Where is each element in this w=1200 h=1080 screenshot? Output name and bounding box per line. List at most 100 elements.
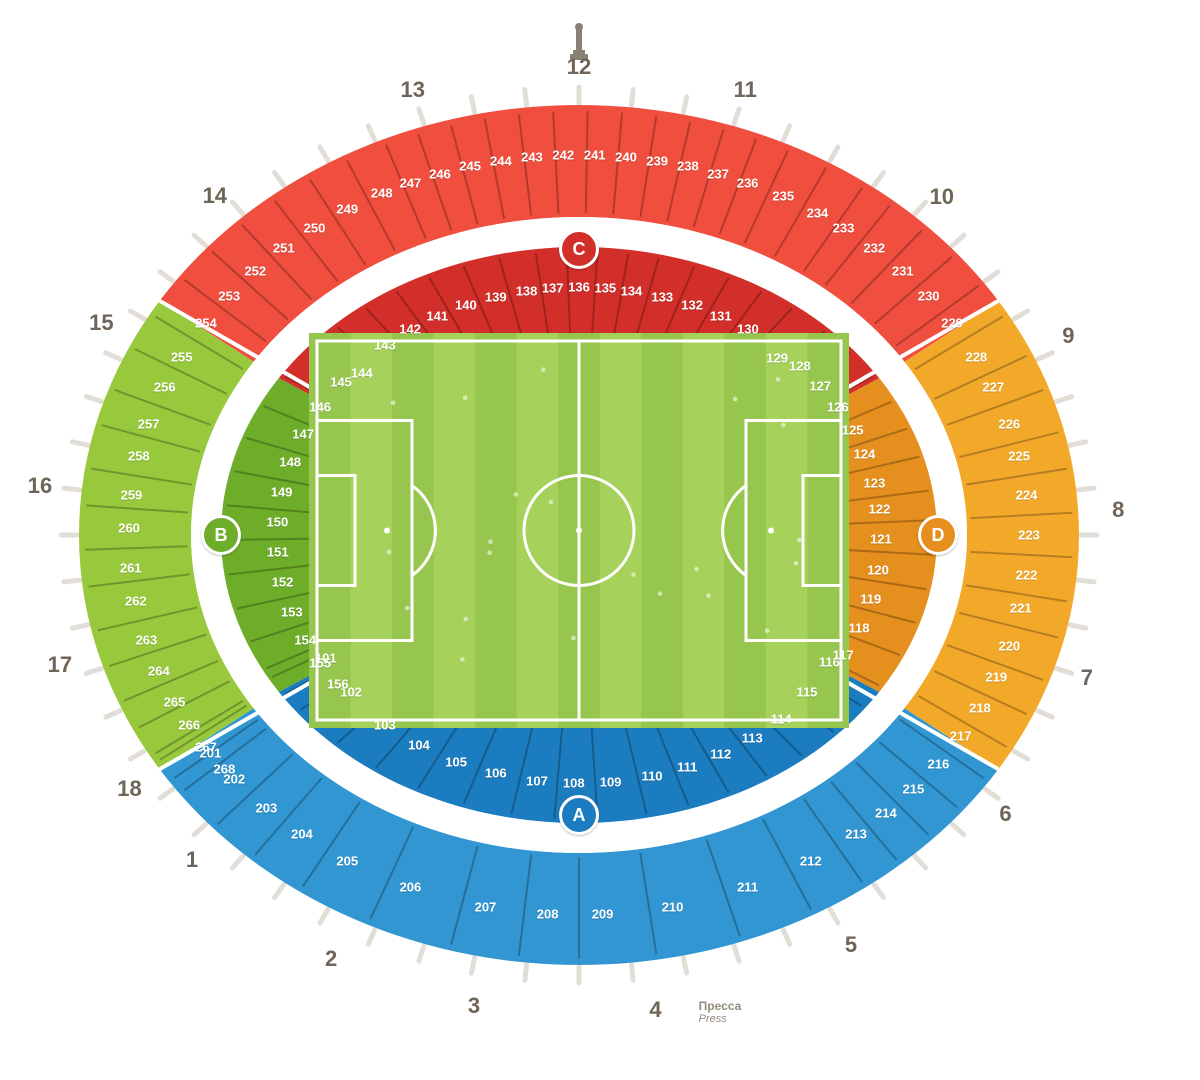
sector-115[interactable]: 115: [796, 684, 817, 699]
sector-122[interactable]: 122: [868, 502, 890, 517]
sector-133[interactable]: 133: [651, 289, 673, 304]
sector-262[interactable]: 262: [125, 593, 147, 608]
sector-103[interactable]: 103: [374, 717, 396, 732]
sector-130[interactable]: 130: [737, 322, 759, 337]
sector-105[interactable]: 105: [445, 754, 467, 769]
sector-254[interactable]: 254: [195, 315, 217, 330]
sector-224[interactable]: 224: [1016, 488, 1038, 503]
sector-136[interactable]: 136: [568, 280, 590, 295]
sector-267[interactable]: 267: [195, 740, 217, 755]
sector-212[interactable]: 212: [800, 853, 822, 868]
sector-259[interactable]: 259: [121, 488, 143, 503]
sector-148[interactable]: 148: [279, 455, 301, 470]
sector-150[interactable]: 150: [267, 515, 289, 530]
sector-261[interactable]: 261: [120, 561, 142, 576]
sector-111[interactable]: 111: [677, 759, 697, 774]
sector-221[interactable]: 221: [1010, 600, 1032, 615]
sector-225[interactable]: 225: [1008, 448, 1030, 463]
sector-220[interactable]: 220: [998, 639, 1020, 654]
sector-256[interactable]: 256: [154, 379, 176, 394]
sector-131[interactable]: 131: [710, 309, 732, 324]
sector-124[interactable]: 124: [854, 447, 876, 462]
sector-233[interactable]: 233: [833, 220, 855, 235]
sector-120[interactable]: 120: [867, 562, 889, 577]
sector-106[interactable]: 106: [485, 766, 507, 781]
sector-204[interactable]: 204: [291, 827, 313, 842]
stand-badge-b[interactable]: B: [201, 515, 241, 555]
sector-129[interactable]: 129: [766, 350, 788, 365]
sector-203[interactable]: 203: [256, 801, 278, 816]
sector-248[interactable]: 248: [371, 186, 393, 201]
sector-155[interactable]: 155: [309, 655, 331, 670]
sector-125[interactable]: 125: [842, 423, 864, 438]
sector-264[interactable]: 264: [148, 664, 170, 679]
sector-108[interactable]: 108: [563, 775, 585, 790]
stand-badge-c[interactable]: C: [559, 229, 599, 269]
sector-213[interactable]: 213: [845, 827, 867, 842]
sector-139[interactable]: 139: [485, 289, 507, 304]
stand-badge-d[interactable]: D: [918, 515, 958, 555]
sector-229[interactable]: 229: [941, 315, 963, 330]
sector-223[interactable]: 223: [1018, 528, 1040, 543]
sector-251[interactable]: 251: [273, 241, 295, 256]
sector-230[interactable]: 230: [918, 288, 940, 303]
sector-154[interactable]: 154: [294, 632, 316, 647]
sector-252[interactable]: 252: [244, 264, 266, 279]
sector-219[interactable]: 219: [985, 670, 1007, 685]
sector-244[interactable]: 244: [490, 153, 512, 168]
sector-263[interactable]: 263: [136, 632, 158, 647]
sector-141[interactable]: 141: [426, 309, 448, 324]
sector-214[interactable]: 214: [875, 805, 897, 820]
sector-226[interactable]: 226: [998, 416, 1020, 431]
sector-144[interactable]: 144: [351, 365, 373, 380]
sector-107[interactable]: 107: [526, 773, 548, 788]
sector-209[interactable]: 209: [592, 907, 614, 922]
sector-236[interactable]: 236: [737, 175, 759, 190]
sector-135[interactable]: 135: [594, 280, 616, 295]
sector-121[interactable]: 121: [870, 532, 892, 547]
sector-112[interactable]: 112: [710, 746, 731, 761]
sector-134[interactable]: 134: [621, 283, 643, 298]
sector-145[interactable]: 145: [330, 375, 352, 390]
sector-114[interactable]: 114: [771, 712, 792, 727]
sector-268[interactable]: 268: [214, 761, 236, 776]
sector-249[interactable]: 249: [336, 202, 358, 217]
sector-104[interactable]: 104: [408, 738, 430, 753]
sector-247[interactable]: 247: [400, 175, 422, 190]
sector-222[interactable]: 222: [1016, 567, 1038, 582]
sector-210[interactable]: 210: [662, 899, 684, 914]
sector-146[interactable]: 146: [309, 400, 331, 415]
sector-265[interactable]: 265: [164, 694, 186, 709]
sector-227[interactable]: 227: [982, 379, 1004, 394]
sector-232[interactable]: 232: [863, 241, 885, 256]
sector-152[interactable]: 152: [272, 575, 294, 590]
sector-127[interactable]: 127: [809, 378, 831, 393]
sector-250[interactable]: 250: [304, 220, 326, 235]
sector-255[interactable]: 255: [171, 349, 193, 364]
sector-253[interactable]: 253: [218, 288, 240, 303]
stand-badge-a[interactable]: A: [559, 795, 599, 835]
sector-237[interactable]: 237: [707, 166, 729, 181]
sector-126[interactable]: 126: [827, 400, 849, 415]
sector-206[interactable]: 206: [400, 880, 422, 895]
sector-118[interactable]: 118: [849, 620, 870, 635]
sector-138[interactable]: 138: [516, 283, 538, 298]
sector-137[interactable]: 137: [542, 280, 564, 295]
sector-211[interactable]: 211: [737, 880, 758, 895]
sector-231[interactable]: 231: [892, 264, 914, 279]
sector-113[interactable]: 113: [742, 731, 763, 746]
sector-260[interactable]: 260: [118, 521, 140, 536]
sector-218[interactable]: 218: [969, 700, 991, 715]
sector-142[interactable]: 142: [399, 322, 421, 337]
sector-238[interactable]: 238: [677, 159, 699, 174]
sector-266[interactable]: 266: [178, 718, 200, 733]
sector-246[interactable]: 246: [429, 166, 451, 181]
sector-245[interactable]: 245: [459, 159, 481, 174]
sector-258[interactable]: 258: [128, 448, 150, 463]
sector-216[interactable]: 216: [928, 756, 950, 771]
sector-143[interactable]: 143: [374, 338, 396, 353]
sector-110[interactable]: 110: [642, 768, 663, 783]
sector-207[interactable]: 207: [475, 899, 497, 914]
sector-257[interactable]: 257: [138, 416, 160, 431]
sector-151[interactable]: 151: [267, 545, 289, 560]
